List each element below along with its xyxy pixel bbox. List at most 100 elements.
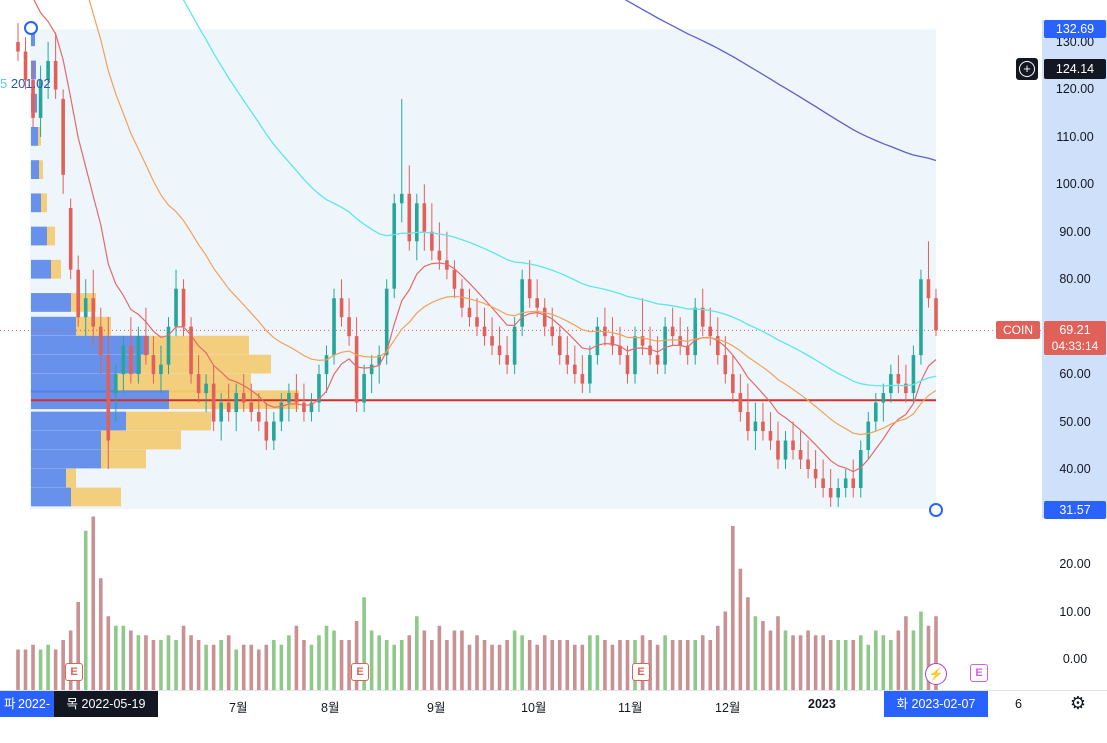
volume-profile-down: [101, 449, 146, 469]
add-alert-button[interactable]: +: [1016, 58, 1038, 80]
volume-profile-up: [31, 27, 35, 47]
earnings-icon[interactable]: E: [351, 663, 369, 681]
candle-body: [415, 203, 419, 242]
volume-bar: [678, 640, 682, 690]
volume-bar: [324, 625, 329, 690]
candle-body: [144, 336, 148, 356]
volume-bar: [715, 625, 720, 690]
candle-body: [828, 487, 833, 498]
volume-bar: [129, 630, 133, 690]
volume-profile-up: [31, 193, 41, 213]
volume-bar: [294, 625, 299, 690]
candle-body: [76, 269, 80, 318]
volume-bar: [98, 578, 103, 690]
volume-bar: [595, 635, 600, 690]
earnings-icon[interactable]: E: [632, 663, 650, 681]
candle-body: [272, 421, 276, 441]
candle-body: [813, 469, 818, 479]
candle-body: [166, 326, 171, 365]
volume-bar: [731, 526, 735, 690]
candle-body: [106, 355, 111, 441]
volume-bar: [377, 635, 381, 690]
candle-body: [746, 412, 750, 432]
month-label: 8월: [321, 701, 340, 715]
volume-bar: [339, 640, 344, 690]
year-label: 2023: [808, 697, 836, 711]
candle-body: [640, 336, 645, 346]
volume-profile-up: [31, 468, 66, 488]
volume-profile-up: [31, 316, 76, 336]
volume-bar: [512, 630, 517, 690]
candle-body: [430, 231, 434, 251]
candle-body: [670, 326, 675, 337]
volume-profile-down: [47, 226, 55, 246]
range-start-label: 2022-04: [15, 697, 50, 737]
candle-body: [700, 307, 705, 327]
candle-body: [136, 336, 141, 375]
candle-body: [241, 393, 246, 403]
volume-profile-down: [126, 411, 211, 431]
candle-body: [618, 345, 622, 356]
volume-tick-label: 20.00: [1059, 557, 1091, 571]
candle-body: [542, 307, 547, 327]
volume-bar: [670, 640, 675, 690]
candle-body: [53, 60, 58, 90]
volume-bar: [655, 644, 660, 690]
indicator-legend-prefix: 5: [0, 76, 8, 91]
volume-bar: [761, 621, 765, 690]
candle-body: [550, 326, 555, 337]
volume-bar: [249, 644, 254, 690]
volume-bar: [475, 635, 479, 690]
candle-body: [91, 298, 96, 327]
price-tick-label: 130.00: [1055, 35, 1095, 49]
candle-body: [234, 393, 239, 413]
candle-body: [114, 374, 118, 394]
candle-body: [159, 364, 163, 375]
candle-body: [889, 374, 893, 394]
volume-bar: [415, 616, 419, 690]
candle-body: [821, 478, 825, 488]
candle-body: [16, 42, 20, 52]
earnings-icon[interactable]: E: [65, 663, 83, 681]
volume-bar: [911, 630, 916, 690]
volume-bar: [573, 644, 577, 690]
candle-body: [738, 393, 743, 413]
candle-body: [129, 345, 133, 375]
volume-bar: [768, 630, 773, 690]
price-chart[interactable]: [0, 0, 1107, 716]
candle-body: [791, 440, 795, 451]
volume-bar: [445, 640, 449, 690]
volume-bar: [806, 630, 810, 690]
range-start-date: 파 2022-04: [0, 691, 54, 737]
candle-body: [347, 317, 351, 337]
time-axis[interactable]: 파 2022-04 목 2022-05-19 7월 8월 9월 10월 11월 …: [0, 690, 1107, 737]
volume-bar: [392, 644, 397, 690]
volume-bar: [828, 640, 833, 690]
candle-body: [798, 450, 803, 460]
volume-bar: [550, 640, 555, 690]
volume-bar: [430, 640, 434, 690]
lightning-icon[interactable]: ⚡: [925, 663, 947, 685]
volume-profile-down: [71, 487, 121, 507]
volume-bar: [783, 630, 788, 690]
candle-body: [490, 336, 494, 346]
candle-body: [573, 364, 577, 375]
price-range-band: [1042, 20, 1107, 518]
candle-body: [354, 336, 359, 403]
volume-bar: [497, 644, 502, 690]
volume-bar: [362, 597, 366, 690]
earnings-future-icon[interactable]: E: [970, 664, 988, 682]
volume-bar: [746, 597, 750, 690]
month-label: 10월: [521, 701, 547, 715]
candle-body: [287, 393, 291, 403]
settings-gear-icon[interactable]: ⚙: [1069, 693, 1087, 713]
volume-bar: [302, 640, 306, 690]
volume-bar: [836, 640, 840, 690]
plus-icon: +: [1019, 61, 1035, 77]
symbol-tag: COIN: [996, 321, 1040, 339]
volume-bar: [422, 630, 427, 690]
volume-bar: [384, 640, 389, 690]
volume-profile-up: [31, 127, 38, 146]
volume-bar: [919, 611, 923, 690]
volume-bar: [700, 635, 705, 690]
